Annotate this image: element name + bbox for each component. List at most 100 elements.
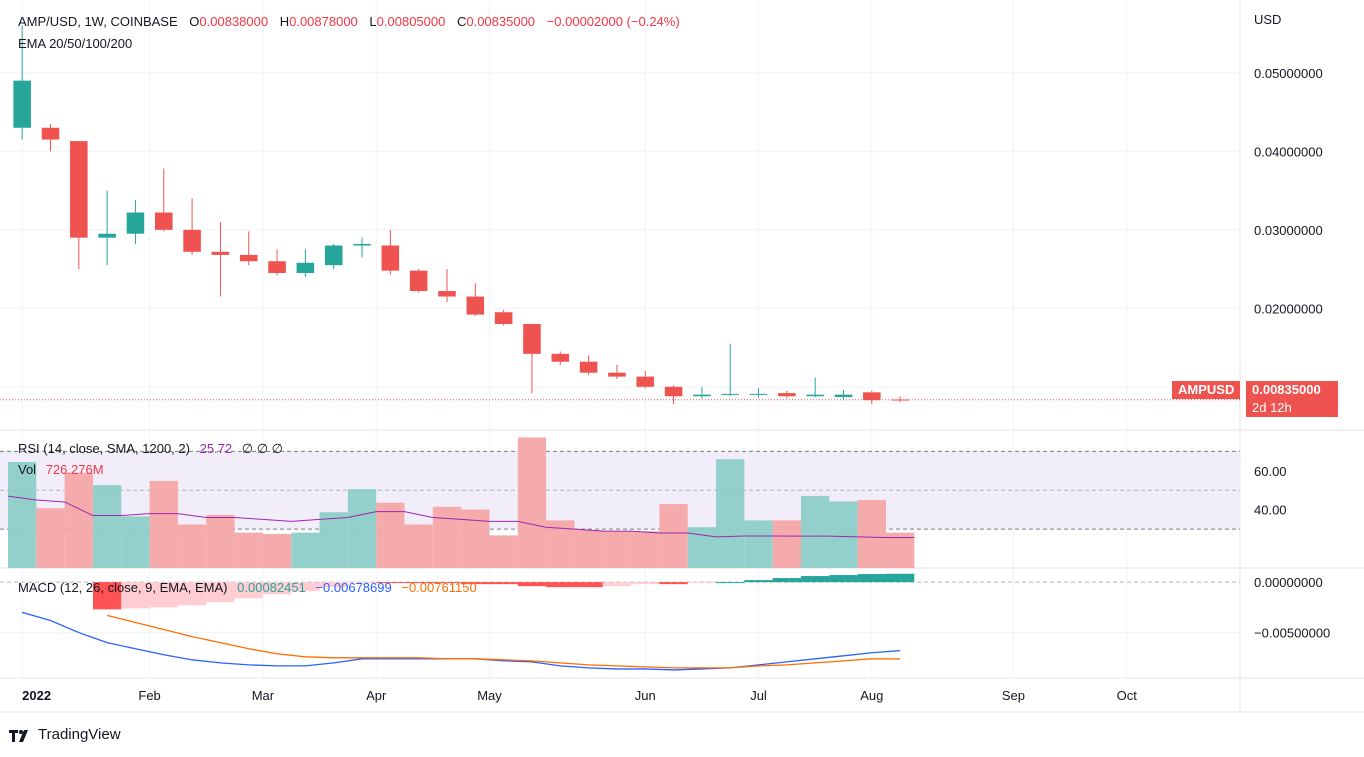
macd-histogram-bar (177, 582, 207, 606)
candle-body (891, 399, 909, 401)
y-tick-label: 60.00 (1254, 464, 1287, 479)
candle-body (806, 394, 824, 397)
candle-body (438, 291, 456, 297)
x-tick-label: Jul (750, 688, 767, 703)
macd-histogram-bar (149, 582, 178, 608)
candle-body (154, 212, 173, 230)
rsi-extra: ∅ ∅ ∅ (241, 441, 283, 456)
candle-body (863, 392, 881, 401)
candle-body (353, 243, 371, 246)
macd-histogram-bar (687, 582, 717, 584)
x-tick-label: 2022 (22, 688, 51, 703)
macd-histogram-bar (631, 582, 660, 585)
volume-bar (461, 509, 490, 568)
y-tick-label: 0.03000000 (1254, 223, 1323, 238)
volume-bar (574, 529, 603, 568)
rsi-line (7, 495, 915, 538)
volume-bar (857, 500, 886, 568)
high-value: 0.00878000 (289, 14, 358, 29)
candle-body (41, 127, 60, 140)
ema-legend[interactable]: EMA 20/50/100/200 (18, 36, 133, 51)
volume-bar (659, 504, 688, 568)
close-label: C (456, 14, 467, 29)
macd-histogram-bar (489, 582, 518, 585)
open-label: O (189, 14, 200, 29)
volume-bar (801, 495, 830, 568)
candle-body (409, 270, 428, 292)
macd-histogram-bar (772, 578, 802, 583)
candle-body (296, 262, 315, 273)
volume-bar (92, 485, 122, 568)
macd-histogram-bar (291, 582, 320, 592)
low-label: L (369, 14, 377, 29)
volume-bar (432, 506, 462, 568)
x-tick-label: May (477, 688, 502, 703)
close-value: 0.00835000 (466, 14, 536, 29)
candle-body (268, 261, 286, 273)
x-tick-label: Feb (138, 688, 160, 703)
x-tick-label: Jun (635, 688, 656, 703)
volume-bar (517, 437, 547, 568)
volume-bar (885, 532, 915, 568)
y-tick-label: −0.00500000 (1254, 626, 1330, 641)
macd-histogram-bar (404, 582, 433, 584)
candle-body (211, 251, 230, 255)
volume-bar (347, 489, 377, 568)
x-tick-label: Sep (1002, 688, 1025, 703)
volume-bar (829, 501, 858, 568)
macd-histogram-bar (716, 582, 745, 584)
volume-bar (149, 480, 178, 568)
candle-body (13, 80, 31, 128)
volume-bar (744, 520, 773, 568)
symbol-label[interactable]: AMP/USD, 1W, COINBASE (18, 14, 178, 29)
volume-bar (716, 459, 745, 568)
volume-bar (602, 531, 632, 568)
volume-bar (121, 516, 150, 568)
candle-body (494, 312, 513, 325)
countdown-tag: 2d 12h (1246, 399, 1338, 417)
volume-bar (177, 524, 207, 568)
macd-histogram-bar (546, 582, 575, 588)
macd-histogram-bar (121, 582, 150, 609)
volume-bar (234, 532, 263, 568)
vol-legend[interactable]: Vol 726.276M (18, 462, 104, 478)
volume-bar (489, 535, 518, 568)
candle-body (721, 393, 739, 395)
y-tick-label: 0.04000000 (1254, 144, 1323, 159)
candle-body (98, 233, 116, 238)
macd-histogram-bar (801, 576, 830, 583)
x-tick-label: Apr (366, 688, 387, 703)
candle-body (834, 394, 853, 398)
macd-histogram-bar (319, 582, 348, 588)
candle-body (636, 376, 655, 387)
candle-body (70, 141, 88, 238)
candle-body (523, 324, 541, 354)
low-value: 0.00805000 (376, 14, 446, 29)
macd-histogram-bar (347, 582, 377, 584)
macd-histogram-bar (262, 582, 292, 595)
macd-histogram-bar (206, 582, 235, 603)
change-value: −0.00002000 (−0.24%) (546, 14, 680, 29)
candle-body (551, 353, 570, 362)
y-tick-label: 0.00000000 (1254, 575, 1323, 590)
macd-histogram-bar (92, 582, 122, 610)
x-tick-label: Oct (1117, 688, 1138, 703)
currency-label: USD (1254, 12, 1282, 27)
volume-bar (8, 461, 37, 568)
ticker-tag: AMPUSD (1172, 381, 1241, 399)
x-tick-label: Aug (860, 688, 883, 703)
volume-bar (262, 534, 292, 568)
brand[interactable]: TradingView (8, 726, 121, 743)
candle-body (466, 296, 485, 315)
rsi-legend[interactable]: RSI (14, close, SMA, 1200, 2) 25.72 ∅ ∅ … (18, 441, 283, 457)
y-tick-label: 0.02000000 (1254, 301, 1323, 316)
macd-histogram-bar (517, 582, 547, 587)
volume-bar (376, 502, 405, 568)
last-price-tag: 0.00835000 (1246, 381, 1338, 399)
rsi-value: 25.72 (199, 441, 233, 456)
macd-legend[interactable]: MACD (12, 26, close, 9, EMA, EMA) 0.0008… (18, 580, 477, 596)
volume-bar (36, 508, 65, 568)
macd-histogram-bar (574, 582, 603, 588)
macd-histogram-bar (432, 582, 462, 584)
